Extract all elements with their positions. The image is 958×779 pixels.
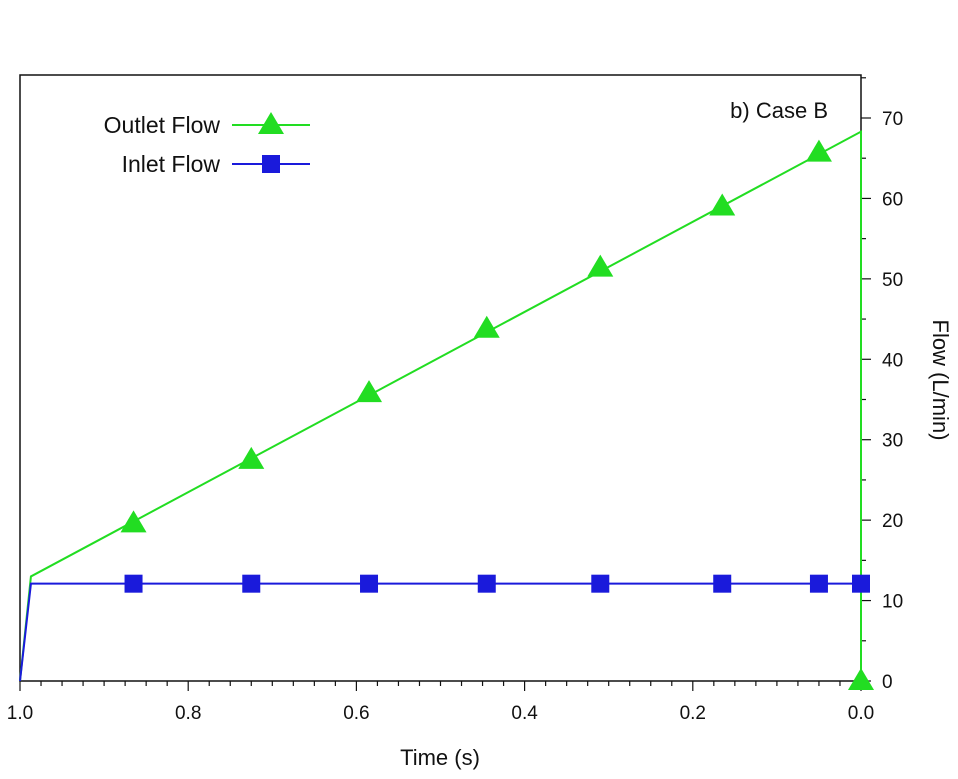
x-tick-label: 0.2	[680, 703, 706, 724]
data-point-triangle	[848, 668, 874, 690]
series-layer	[19, 130, 874, 690]
data-point-triangle	[356, 380, 383, 403]
data-point-square	[477, 574, 496, 593]
data-point-square	[360, 574, 379, 593]
y-tick-label: 50	[882, 270, 903, 291]
y-tick-label: 20	[882, 511, 903, 532]
y-axis: 0 10 20 30 40 50 60 70	[861, 77, 903, 693]
data-point-square	[242, 574, 261, 593]
data-point-triangle	[120, 510, 147, 533]
y-tick-label: 10	[882, 592, 903, 613]
data-point-triangle	[238, 446, 265, 469]
x-tick-label: 0.8	[175, 703, 201, 724]
x-axis: 1.0 0.8 0.6 0.4 0.2 0.0	[7, 681, 874, 724]
y-tick-label: 0	[882, 672, 893, 693]
data-point-square	[809, 574, 828, 593]
y-tick-label: 30	[882, 431, 903, 452]
series-line-2	[19, 582, 861, 682]
x-axis-title: Time (s)	[400, 745, 480, 770]
data-point-square	[124, 574, 143, 593]
data-point-triangle	[587, 254, 614, 277]
data-point-triangle	[709, 193, 736, 216]
data-point-triangle	[805, 139, 832, 162]
legend-label: Outlet Flow	[104, 112, 221, 138]
data-point-square	[852, 574, 870, 593]
legend-square-marker	[262, 155, 280, 173]
legend-label: Inlet Flow	[122, 151, 221, 177]
x-tick-label: 1.0	[7, 703, 33, 724]
x-tick-label: 0.4	[511, 703, 538, 724]
data-point-triangle	[473, 315, 500, 338]
x-tick-label: 0.6	[343, 703, 369, 724]
legend: Outlet Flow Inlet Flow	[104, 112, 310, 177]
x-tick-label: 0.0	[848, 703, 874, 724]
y-tick-label: 40	[882, 350, 903, 371]
legend-triangle-marker	[258, 112, 284, 134]
y-tick-label: 60	[882, 189, 903, 210]
series-line-1	[19, 130, 862, 682]
y-tick-label: 70	[882, 109, 903, 130]
data-point-square	[591, 574, 610, 593]
y-axis-title: Flow (L/min)	[928, 319, 953, 440]
data-point-square	[713, 574, 732, 593]
panel-annotation: b) Case B	[730, 98, 828, 123]
